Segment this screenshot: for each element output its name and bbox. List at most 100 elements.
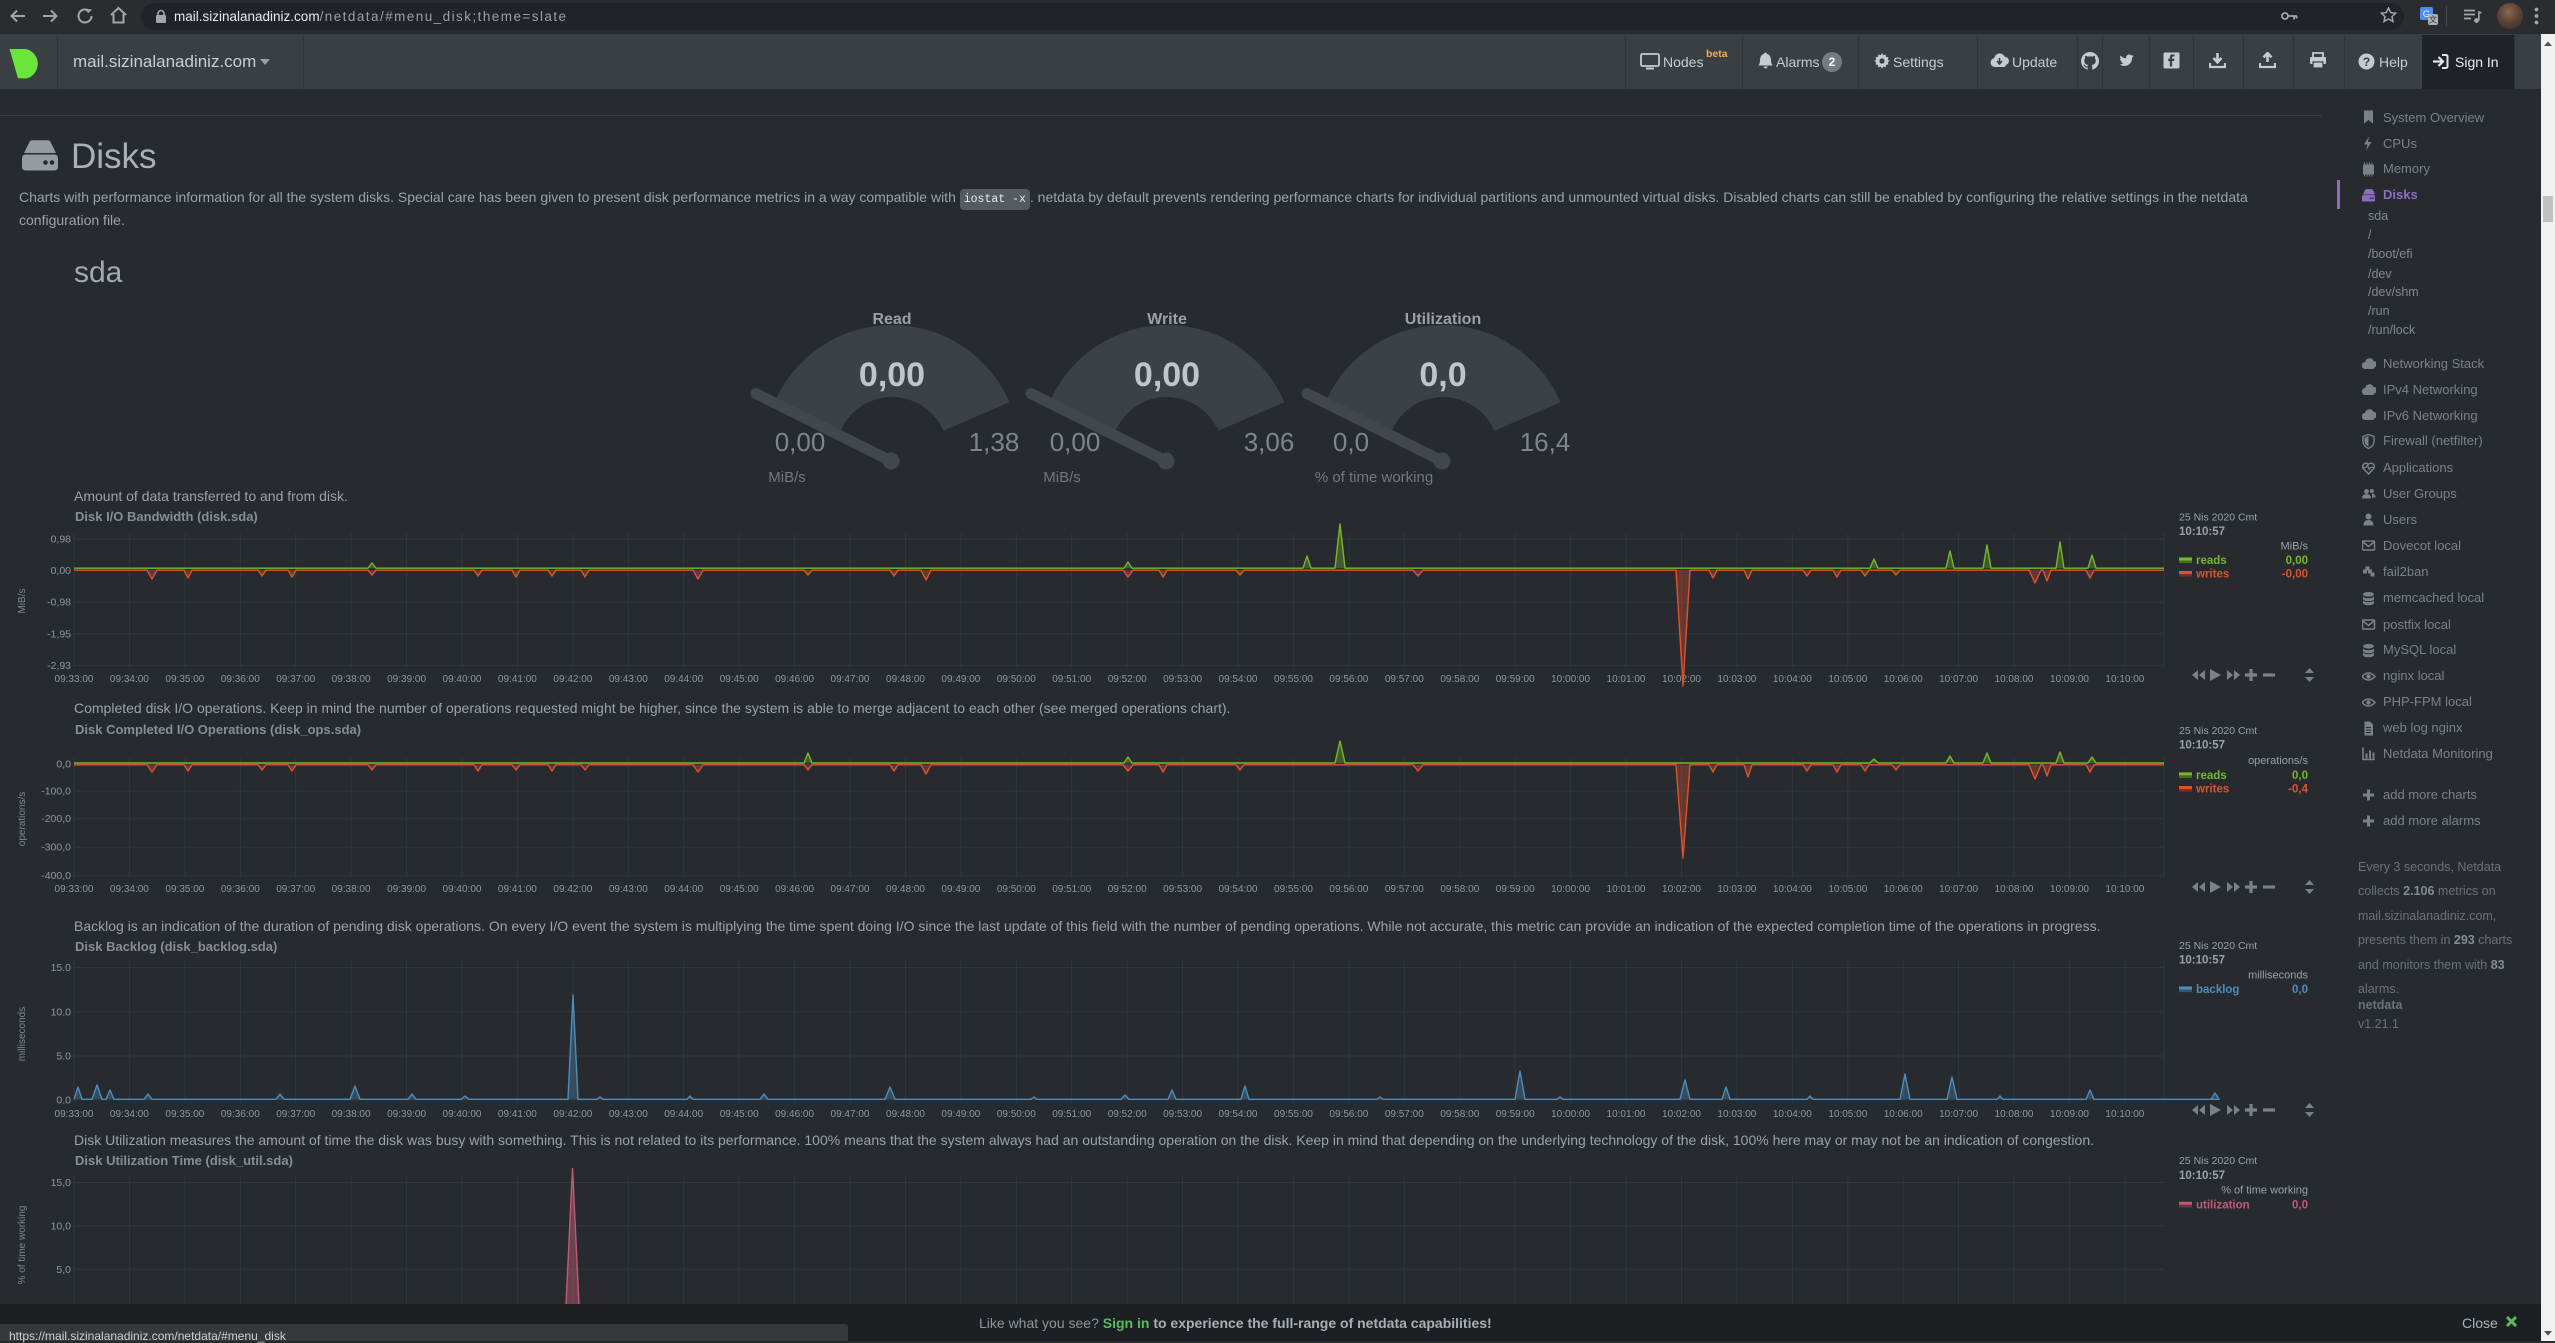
svg-text:Utilization: Utilization (1405, 311, 1481, 328)
svg-text:09:55:00: 09:55:00 (1274, 884, 1313, 895)
svg-text:09:48:00: 09:48:00 (886, 1109, 925, 1120)
svg-text:0,00: 0,00 (1050, 427, 1101, 457)
svg-text:09:35:00: 09:35:00 (165, 674, 204, 685)
svg-text:09:38:00: 09:38:00 (332, 1109, 371, 1120)
svg-text:-200,0: -200,0 (41, 813, 71, 825)
svg-text:-400,0: -400,0 (41, 870, 71, 882)
svg-text:09:52:00: 09:52:00 (1108, 674, 1147, 685)
svg-text:09:55:00: 09:55:00 (1274, 674, 1313, 685)
svg-text:10:06:00: 10:06:00 (1884, 884, 1923, 895)
svg-text:09:38:00: 09:38:00 (332, 884, 371, 895)
svg-text:10:10:57: 10:10:57 (2179, 955, 2225, 967)
svg-text:09:34:00: 09:34:00 (110, 674, 149, 685)
svg-text:10:01:00: 10:01:00 (1607, 1109, 1646, 1120)
svg-text:MiB/s: MiB/s (17, 589, 28, 614)
svg-text:09:59:00: 09:59:00 (1496, 884, 1535, 895)
svg-text:3,06: 3,06 (1244, 427, 1295, 457)
svg-text:09:33:00: 09:33:00 (55, 674, 94, 685)
svg-text:09:43:00: 09:43:00 (609, 1109, 648, 1120)
svg-text:10:07:00: 10:07:00 (1939, 884, 1978, 895)
svg-text:G: G (2423, 9, 2430, 20)
svg-text:10:10:00: 10:10:00 (2105, 884, 2144, 895)
svg-text:?: ? (2363, 55, 2370, 69)
svg-text:09:50:00: 09:50:00 (997, 674, 1036, 685)
svg-text:09:38:00: 09:38:00 (332, 674, 371, 685)
svg-text:milliseconds: milliseconds (17, 1007, 28, 1061)
svg-text:15.0: 15.0 (51, 962, 72, 974)
svg-text:09:43:00: 09:43:00 (609, 884, 648, 895)
svg-text:09:56:00: 09:56:00 (1329, 674, 1368, 685)
svg-text:10:00:00: 10:00:00 (1551, 884, 1590, 895)
svg-text:09:47:00: 09:47:00 (831, 884, 870, 895)
svg-text:25 Nis 2020 Cmt: 25 Nis 2020 Cmt (2179, 940, 2257, 952)
svg-text:09:45:00: 09:45:00 (720, 674, 759, 685)
svg-text:09:40:00: 09:40:00 (443, 884, 482, 895)
svg-text:10:05:00: 10:05:00 (1828, 884, 1867, 895)
svg-text:0,0: 0,0 (2292, 984, 2308, 996)
svg-text:writes: writes (2195, 784, 2229, 796)
svg-text:-100,0: -100,0 (41, 786, 71, 798)
svg-text:0,00: 0,00 (1134, 356, 1200, 394)
svg-text:10:06:00: 10:06:00 (1884, 674, 1923, 685)
svg-text:09:45:00: 09:45:00 (720, 1109, 759, 1120)
svg-text:10:04:00: 10:04:00 (1773, 674, 1812, 685)
svg-text:09:52:00: 09:52:00 (1108, 1109, 1147, 1120)
svg-text:09:42:00: 09:42:00 (553, 674, 592, 685)
svg-text:10:07:00: 10:07:00 (1939, 674, 1978, 685)
svg-text:09:49:00: 09:49:00 (941, 674, 980, 685)
svg-text:0,98: 0,98 (51, 534, 72, 546)
svg-text:09:42:00: 09:42:00 (553, 1109, 592, 1120)
svg-text:09:51:00: 09:51:00 (1052, 884, 1091, 895)
svg-text:10:06:00: 10:06:00 (1884, 1109, 1923, 1120)
svg-text:09:44:00: 09:44:00 (664, 884, 703, 895)
svg-text:09:37:00: 09:37:00 (276, 1109, 315, 1120)
svg-text:10,0: 10,0 (51, 1220, 72, 1232)
svg-text:-0,98: -0,98 (47, 597, 71, 609)
svg-text:0,0: 0,0 (1419, 356, 1466, 394)
svg-text:09:59:00: 09:59:00 (1496, 1109, 1535, 1120)
svg-text:10:01:00: 10:01:00 (1607, 884, 1646, 895)
svg-text:10:04:00: 10:04:00 (1773, 884, 1812, 895)
svg-text:文: 文 (2429, 15, 2438, 25)
svg-text:10:05:00: 10:05:00 (1828, 674, 1867, 685)
svg-text:0,00: 0,00 (51, 565, 72, 577)
svg-text:09:54:00: 09:54:00 (1219, 1109, 1258, 1120)
svg-text:09:50:00: 09:50:00 (997, 884, 1036, 895)
svg-text:09:36:00: 09:36:00 (221, 884, 260, 895)
svg-text:25 Nis 2020 Cmt: 25 Nis 2020 Cmt (2179, 512, 2257, 524)
svg-text:09:36:00: 09:36:00 (221, 674, 260, 685)
svg-text:0,00: 0,00 (2286, 555, 2308, 567)
svg-text:operations/s: operations/s (2248, 755, 2308, 767)
svg-text:09:51:00: 09:51:00 (1052, 1109, 1091, 1120)
svg-text:09:58:00: 09:58:00 (1440, 1109, 1479, 1120)
svg-text:-0,4: -0,4 (2288, 784, 2308, 796)
svg-text:09:51:00: 09:51:00 (1052, 674, 1091, 685)
svg-text:09:49:00: 09:49:00 (941, 884, 980, 895)
svg-text:09:47:00: 09:47:00 (831, 674, 870, 685)
svg-text:09:53:00: 09:53:00 (1163, 674, 1202, 685)
svg-text:10:01:00: 10:01:00 (1607, 674, 1646, 685)
svg-text:10:03:00: 10:03:00 (1717, 674, 1756, 685)
svg-text:10:03:00: 10:03:00 (1717, 884, 1756, 895)
svg-text:09:57:00: 09:57:00 (1385, 674, 1424, 685)
svg-text:09:40:00: 09:40:00 (443, 674, 482, 685)
svg-text:09:35:00: 09:35:00 (165, 884, 204, 895)
svg-text:10:10:00: 10:10:00 (2105, 674, 2144, 685)
svg-text:10:10:57: 10:10:57 (2179, 526, 2225, 538)
svg-text:Read: Read (872, 311, 911, 328)
svg-text:09:46:00: 09:46:00 (775, 1109, 814, 1120)
svg-text:09:41:00: 09:41:00 (498, 1109, 537, 1120)
svg-text:-0,00: -0,00 (2282, 569, 2308, 581)
svg-text:operations/s: operations/s (17, 792, 28, 846)
svg-text:09:41:00: 09:41:00 (498, 884, 537, 895)
svg-text:10.0: 10.0 (51, 1006, 72, 1018)
svg-text:09:45:00: 09:45:00 (720, 884, 759, 895)
svg-text:25 Nis 2020 Cmt: 25 Nis 2020 Cmt (2179, 725, 2257, 737)
svg-text:Write: Write (1147, 311, 1187, 328)
svg-text:09:50:00: 09:50:00 (997, 1109, 1036, 1120)
svg-text:% of time working: % of time working (2221, 1185, 2308, 1197)
svg-text:09:41:00: 09:41:00 (498, 674, 537, 685)
svg-text:0,0: 0,0 (2292, 1199, 2308, 1211)
svg-text:15,0: 15,0 (51, 1177, 72, 1189)
svg-text:reads: reads (2196, 770, 2227, 782)
